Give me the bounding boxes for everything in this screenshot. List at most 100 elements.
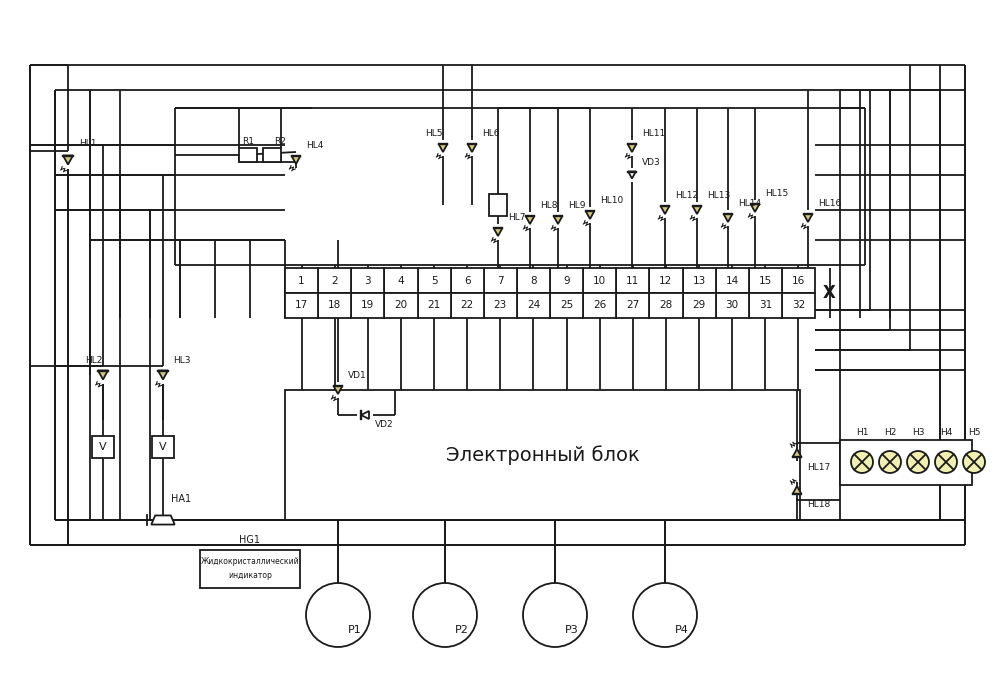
Text: 29: 29	[692, 301, 706, 311]
Polygon shape	[158, 370, 168, 380]
Text: 22: 22	[461, 301, 474, 311]
Bar	[749, 268, 782, 293]
Bar	[616, 268, 649, 293]
Text: 5: 5	[431, 276, 437, 286]
Text: P3: P3	[565, 625, 578, 634]
Text: 13: 13	[692, 276, 706, 286]
Bar	[550, 268, 583, 293]
Text: VD3: VD3	[642, 158, 661, 167]
Text: 20: 20	[394, 301, 408, 311]
Text: индикатор: индикатор	[228, 571, 272, 580]
Polygon shape	[151, 515, 175, 525]
Bar	[716, 293, 749, 318]
Text: R1: R1	[242, 137, 254, 146]
Polygon shape	[63, 156, 73, 165]
Text: HL9: HL9	[568, 201, 586, 210]
Bar	[318, 268, 351, 293]
Bar	[583, 268, 616, 293]
Bar	[649, 268, 682, 293]
Text: P1: P1	[348, 625, 361, 634]
Bar	[318, 293, 351, 318]
Text: P4: P4	[675, 625, 688, 634]
Text: HL3: HL3	[173, 356, 190, 365]
Bar	[418, 293, 451, 318]
Polygon shape	[793, 486, 801, 494]
Bar	[384, 268, 418, 293]
Polygon shape	[98, 370, 108, 380]
Text: HA1: HA1	[171, 494, 191, 504]
Text: 2: 2	[331, 276, 338, 286]
Polygon shape	[693, 206, 701, 214]
Text: HL14: HL14	[738, 199, 761, 208]
Text: HL12: HL12	[675, 191, 698, 200]
Polygon shape	[804, 214, 812, 222]
Text: 4: 4	[398, 276, 404, 286]
Bar	[682, 268, 716, 293]
Text: V: V	[99, 442, 107, 452]
Circle shape	[851, 451, 873, 473]
Text: HL1: HL1	[79, 139, 96, 148]
Bar	[285, 268, 318, 293]
Bar	[152, 436, 174, 458]
Bar	[517, 268, 550, 293]
Text: H2: H2	[884, 428, 896, 437]
Polygon shape	[751, 204, 759, 212]
Bar	[263, 148, 281, 162]
Bar	[682, 293, 716, 318]
Polygon shape	[468, 144, 476, 152]
Text: H3: H3	[912, 428, 924, 437]
Bar	[384, 293, 418, 318]
Bar	[489, 194, 507, 216]
Text: X: X	[823, 284, 836, 302]
Text: VD2: VD2	[375, 420, 394, 429]
Text: HL6: HL6	[482, 129, 500, 138]
Bar	[749, 293, 782, 318]
Bar	[616, 293, 649, 318]
Text: HL4: HL4	[306, 141, 323, 150]
Bar	[716, 268, 749, 293]
Polygon shape	[526, 216, 534, 224]
Bar	[239, 148, 257, 162]
Text: 17: 17	[295, 301, 308, 311]
Text: HL11: HL11	[642, 129, 665, 138]
Bar	[649, 293, 682, 318]
Text: H4: H4	[940, 428, 952, 437]
Bar	[92, 436, 114, 458]
Polygon shape	[554, 216, 562, 224]
Text: 12: 12	[659, 276, 673, 286]
Text: 6: 6	[464, 276, 471, 286]
Text: 10: 10	[593, 276, 606, 286]
Text: HG1: HG1	[240, 535, 260, 545]
Polygon shape	[361, 411, 369, 419]
Text: HL10: HL10	[600, 196, 623, 205]
Polygon shape	[793, 449, 801, 457]
Text: HL17: HL17	[807, 463, 830, 472]
Text: 27: 27	[626, 301, 639, 311]
Text: 16: 16	[792, 276, 805, 286]
Text: 30: 30	[726, 301, 739, 311]
Text: 21: 21	[427, 301, 441, 311]
Text: HL15: HL15	[765, 189, 788, 198]
Bar	[484, 293, 517, 318]
Text: VD1: VD1	[348, 371, 367, 380]
Text: 28: 28	[659, 301, 673, 311]
Text: HL18: HL18	[807, 500, 830, 509]
Bar	[351, 293, 384, 318]
Text: 3: 3	[364, 276, 371, 286]
Polygon shape	[439, 144, 447, 152]
Text: H5: H5	[968, 428, 980, 437]
Text: 19: 19	[361, 301, 374, 311]
Polygon shape	[292, 156, 300, 164]
Circle shape	[935, 451, 957, 473]
Text: Жидкокристаллический: Жидкокристаллический	[201, 557, 299, 567]
Text: 14: 14	[726, 276, 739, 286]
Bar	[840, 440, 972, 485]
Text: 26: 26	[593, 301, 606, 311]
Text: 11: 11	[626, 276, 639, 286]
Polygon shape	[628, 144, 636, 152]
Text: 31: 31	[759, 301, 772, 311]
Bar	[351, 268, 384, 293]
Bar	[200, 550, 300, 588]
Circle shape	[879, 451, 901, 473]
Bar	[550, 293, 583, 318]
